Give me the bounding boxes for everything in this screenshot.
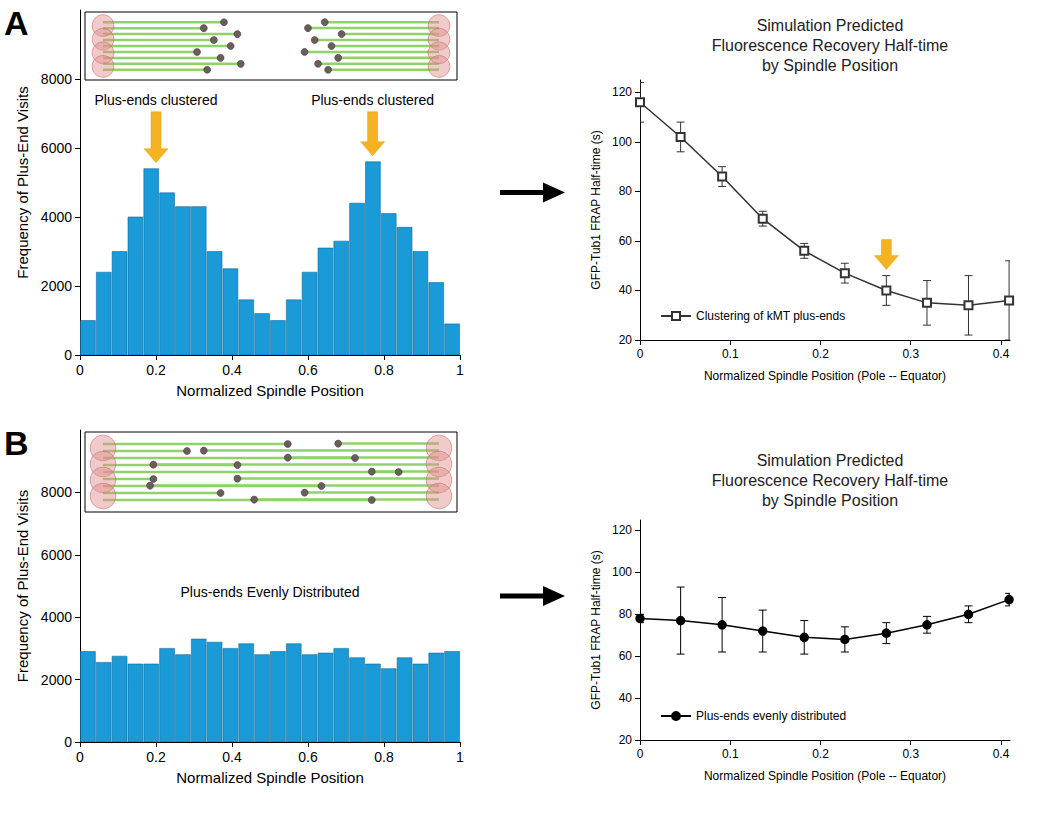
svg-text:0.4: 0.4 xyxy=(993,347,1010,361)
svg-text:0.4: 0.4 xyxy=(993,747,1010,761)
svg-text:by Spindle Position: by Spindle Position xyxy=(762,57,898,74)
svg-text:Normalized Spindle Position: Normalized Spindle Position xyxy=(176,769,364,786)
svg-text:Plus-ends clustered: Plus-ends clustered xyxy=(95,92,218,108)
svg-text:1: 1 xyxy=(456,749,464,765)
svg-text:20: 20 xyxy=(619,333,633,347)
svg-text:8000: 8000 xyxy=(41,484,72,500)
svg-text:40: 40 xyxy=(619,283,633,297)
svg-text:Plus-ends evenly distributed: Plus-ends evenly distributed xyxy=(696,709,846,723)
svg-text:0: 0 xyxy=(637,347,644,361)
svg-text:0.3: 0.3 xyxy=(902,747,919,761)
svg-text:80: 80 xyxy=(619,607,633,621)
svg-text:GFP-Tub1 FRAP Half-time (s): GFP-Tub1 FRAP Half-time (s) xyxy=(589,130,603,289)
svg-text:0.8: 0.8 xyxy=(374,362,394,378)
svg-text:100: 100 xyxy=(612,135,632,149)
svg-text:Fluorescence Recovery Half-tim: Fluorescence Recovery Half-time xyxy=(712,472,949,489)
svg-text:6000: 6000 xyxy=(41,547,72,563)
svg-text:Frequency of Plus-End Visits: Frequency of Plus-End Visits xyxy=(14,86,31,278)
svg-text:2000: 2000 xyxy=(41,278,72,294)
svg-text:0.2: 0.2 xyxy=(146,362,166,378)
svg-text:0: 0 xyxy=(76,362,84,378)
svg-text:0.4: 0.4 xyxy=(222,749,242,765)
svg-text:0: 0 xyxy=(64,347,72,363)
svg-text:8000: 8000 xyxy=(41,71,72,87)
svg-text:by Spindle Position: by Spindle Position xyxy=(762,492,898,509)
svg-text:Normalized Spindle Position: Normalized Spindle Position xyxy=(176,382,364,399)
svg-text:Simulation Predicted: Simulation Predicted xyxy=(757,17,904,34)
svg-text:0.1: 0.1 xyxy=(722,747,739,761)
svg-text:Frequency of Plus-End Visits: Frequency of Plus-End Visits xyxy=(14,490,31,682)
svg-text:120: 120 xyxy=(612,523,632,537)
svg-text:6000: 6000 xyxy=(41,140,72,156)
svg-text:0: 0 xyxy=(64,734,72,750)
svg-text:Clustering of kMT plus-ends: Clustering of kMT plus-ends xyxy=(696,309,845,323)
svg-text:A: A xyxy=(4,4,29,42)
svg-text:GFP-Tub1 FRAP Half-time (s): GFP-Tub1 FRAP Half-time (s) xyxy=(589,550,603,709)
svg-text:0.2: 0.2 xyxy=(812,747,829,761)
svg-text:0: 0 xyxy=(76,749,84,765)
svg-text:0.3: 0.3 xyxy=(902,347,919,361)
svg-text:0.4: 0.4 xyxy=(222,362,242,378)
svg-text:Plus-ends Evenly Distributed: Plus-ends Evenly Distributed xyxy=(181,584,360,600)
svg-text:Normalized Spindle Position (P: Normalized Spindle Position (Pole -- Equ… xyxy=(704,369,946,383)
svg-text:20: 20 xyxy=(619,733,633,747)
svg-text:0.2: 0.2 xyxy=(812,347,829,361)
svg-text:40: 40 xyxy=(619,691,633,705)
svg-text:0.2: 0.2 xyxy=(146,749,166,765)
svg-text:80: 80 xyxy=(619,184,633,198)
svg-text:Simulation Predicted: Simulation Predicted xyxy=(757,452,904,469)
svg-text:0.6: 0.6 xyxy=(298,362,318,378)
svg-text:0.8: 0.8 xyxy=(374,749,394,765)
svg-text:0: 0 xyxy=(637,747,644,761)
svg-text:0.1: 0.1 xyxy=(722,347,739,361)
svg-text:2000: 2000 xyxy=(41,672,72,688)
svg-text:4000: 4000 xyxy=(41,609,72,625)
svg-text:Plus-ends clustered: Plus-ends clustered xyxy=(311,92,434,108)
svg-text:120: 120 xyxy=(612,85,632,99)
svg-text:60: 60 xyxy=(619,649,633,663)
svg-text:100: 100 xyxy=(612,565,632,579)
svg-text:1: 1 xyxy=(456,362,464,378)
svg-text:B: B xyxy=(4,424,29,462)
svg-text:0.6: 0.6 xyxy=(298,749,318,765)
svg-text:4000: 4000 xyxy=(41,209,72,225)
svg-text:Normalized Spindle Position (P: Normalized Spindle Position (Pole -- Equ… xyxy=(704,769,946,783)
svg-text:60: 60 xyxy=(619,234,633,248)
svg-text:Fluorescence Recovery Half-tim: Fluorescence Recovery Half-time xyxy=(712,37,949,54)
